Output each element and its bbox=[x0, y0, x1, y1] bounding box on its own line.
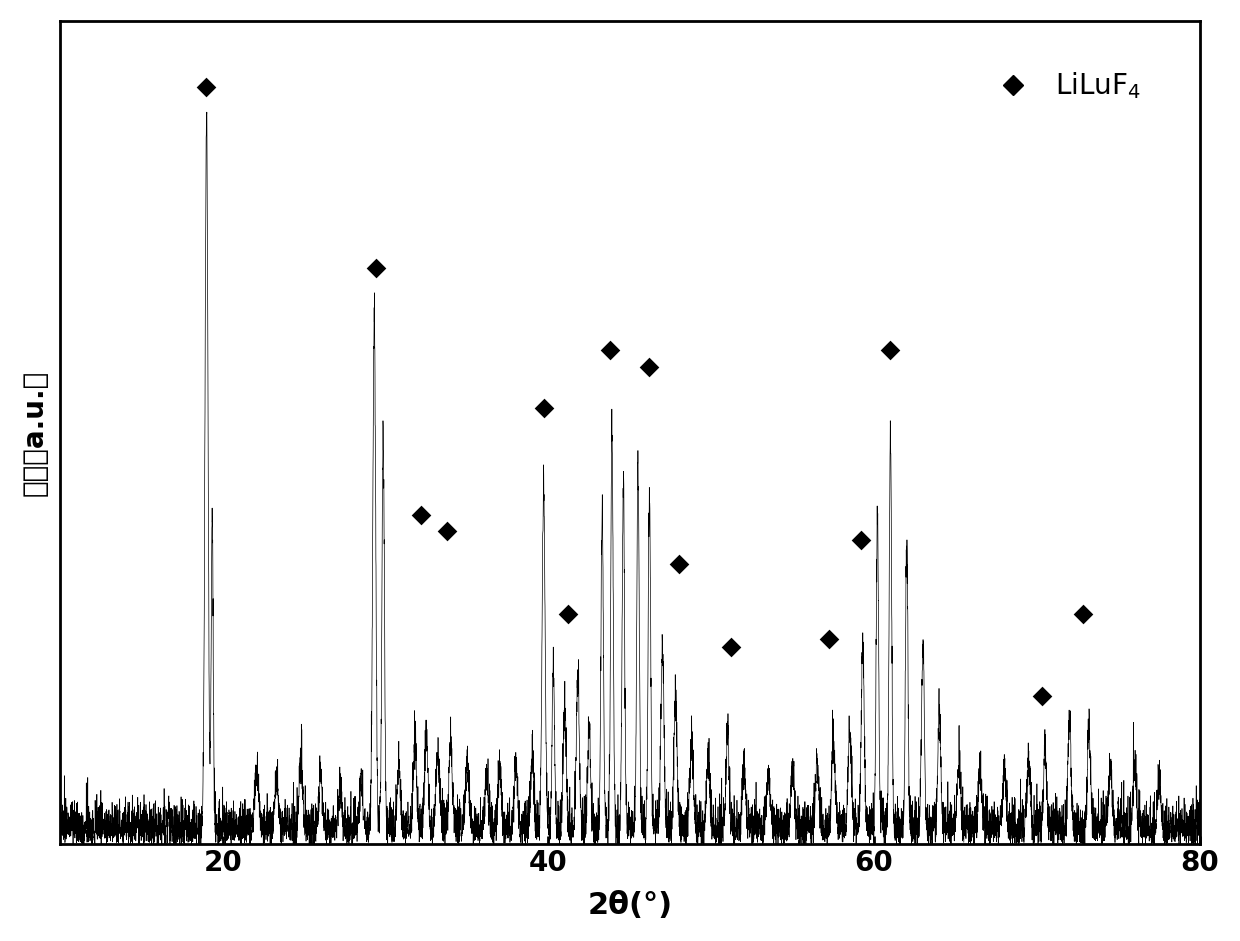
Point bbox=[1073, 606, 1092, 621]
Point bbox=[1032, 689, 1052, 704]
Point bbox=[558, 606, 578, 621]
Point bbox=[366, 261, 386, 276]
Point bbox=[668, 557, 688, 572]
Point bbox=[533, 400, 553, 415]
Point bbox=[818, 631, 838, 646]
X-axis label: 2θ(°): 2θ(°) bbox=[588, 891, 672, 920]
Point bbox=[412, 507, 432, 522]
Point bbox=[720, 639, 740, 654]
Point bbox=[600, 343, 620, 358]
Point bbox=[197, 79, 217, 94]
Point bbox=[880, 343, 900, 358]
Y-axis label: 强度（a.u.）: 强度（a.u.） bbox=[21, 370, 48, 496]
Point bbox=[438, 524, 458, 539]
Point bbox=[851, 533, 870, 548]
Point bbox=[640, 359, 660, 375]
Legend: LiLuF$_4$: LiLuF$_4$ bbox=[975, 59, 1152, 113]
